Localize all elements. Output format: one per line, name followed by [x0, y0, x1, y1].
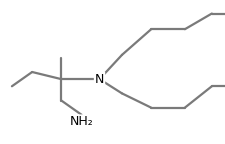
Text: N: N	[94, 73, 104, 86]
Text: NH₂: NH₂	[69, 115, 93, 128]
